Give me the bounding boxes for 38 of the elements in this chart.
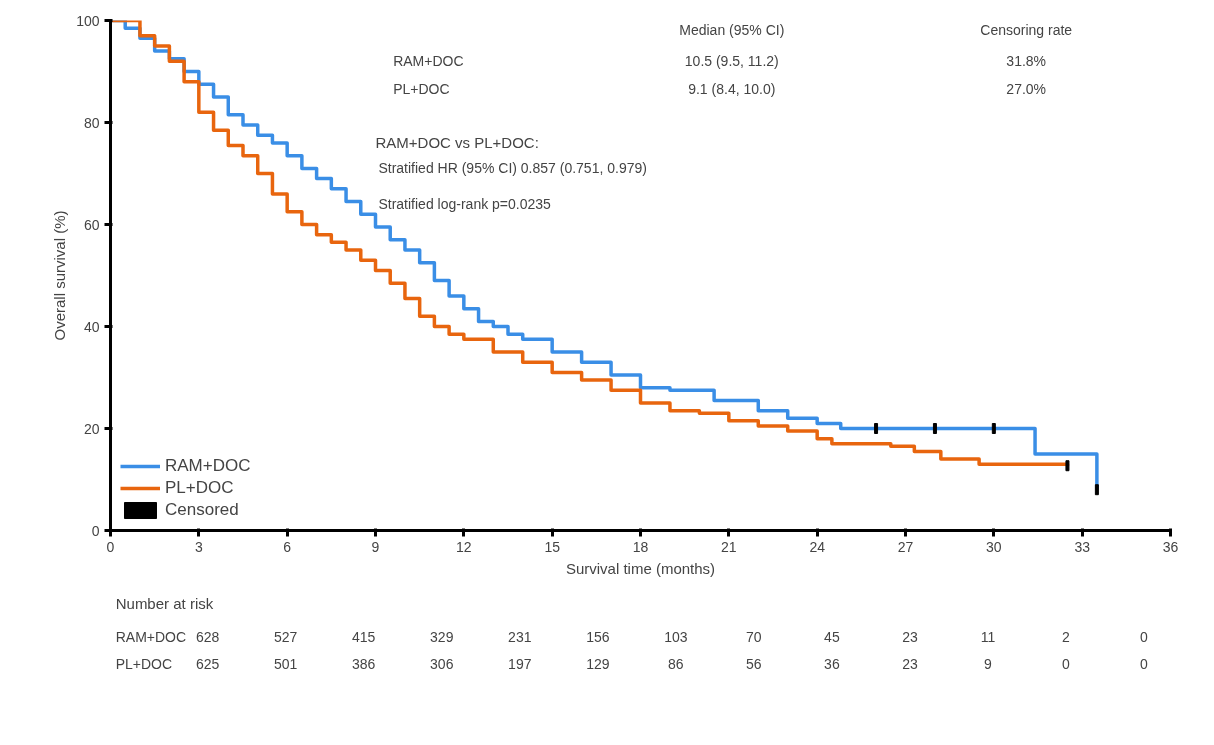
annotation: RAM+DOC vs PL+DOC: <box>375 134 539 152</box>
text: Number at risk <box>115 595 214 613</box>
y-tick-label: 40 <box>83 318 100 335</box>
x-tick-label: 9 <box>371 538 380 555</box>
x-tick-label: 12 <box>456 538 472 555</box>
annotation: 27.0% <box>1006 81 1047 98</box>
y-tick-label: 60 <box>83 216 100 233</box>
y-tick-label: 0 <box>91 522 100 539</box>
x-tick-label: 36 <box>1162 538 1179 555</box>
legend-label: Censored <box>165 500 239 520</box>
legend-label: RAM+DOC <box>165 456 251 476</box>
annotation: Censoring rate <box>980 22 1073 39</box>
x-tick-label: 6 <box>283 538 292 555</box>
x-tick-label: 15 <box>544 538 561 555</box>
x-tick-label: 30 <box>986 538 1002 555</box>
legend-label: PL+DOC <box>165 478 234 498</box>
x-tick-label: 3 <box>194 538 203 555</box>
annotation: Stratified log-rank p=0.0235 <box>378 196 552 213</box>
x-tick-label: 0 <box>106 538 115 555</box>
text: RAM+DOC 628 527 415 329 231 156 103 70 45 23 11 2 0 <box>115 629 1148 646</box>
annotation: 9.1 (8.4, 10.0) <box>688 81 776 98</box>
annotation: Stratified HR (95% CI) 0.857 (0.751, 0.979) <box>378 160 647 177</box>
annotation: 31.8% <box>1006 53 1047 70</box>
x-axis-title: Survival time (months) <box>565 559 716 577</box>
annotation: PL+DOC <box>393 81 450 98</box>
annotation: 10.5 (9.5, 11.2) <box>684 53 779 70</box>
y-axis-title: Overall survival (%) <box>51 210 69 341</box>
text: PL+DOC 625 501 386 306 197 129 86 56 36 23 9 0 0 <box>115 655 1148 672</box>
x-tick-label: 27 <box>897 538 914 555</box>
x-tick-label: 33 <box>1074 538 1091 555</box>
y-tick-label: 100 <box>76 12 100 29</box>
annotation: Median (95% CI) <box>679 22 785 39</box>
annotation: RAM+DOC <box>393 53 464 70</box>
x-tick-label: 18 <box>632 538 649 555</box>
y-tick-label: 80 <box>83 114 100 131</box>
x-tick-label: 24 <box>809 538 826 555</box>
y-tick-label: 20 <box>83 420 100 437</box>
x-tick-label: 21 <box>721 538 737 555</box>
